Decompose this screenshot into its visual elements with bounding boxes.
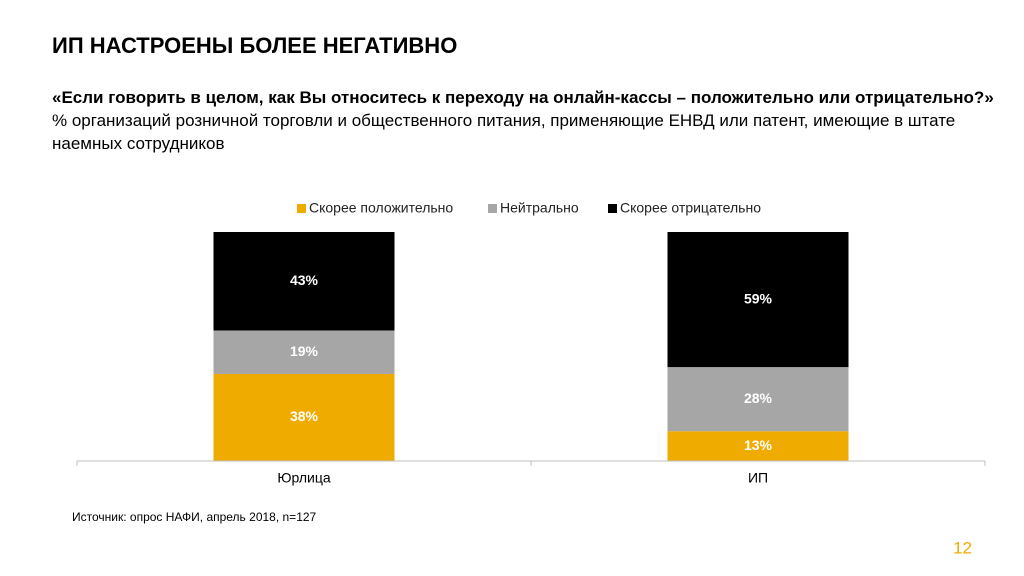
legend-label: Нейтрально bbox=[500, 200, 579, 216]
value-label: 38% bbox=[290, 408, 319, 424]
slide-title: ИП НАСТРОЕНЫ БОЛЕЕ НЕГАТИВНО bbox=[52, 33, 458, 58]
bar-segment bbox=[667, 367, 849, 432]
bar-segment bbox=[213, 373, 395, 461]
legend-label: Скорее отрицательно bbox=[620, 200, 761, 216]
value-label: 28% bbox=[744, 390, 773, 406]
legend-swatch bbox=[608, 204, 617, 213]
question: «Если говорить в целом, как Вы относитес… bbox=[52, 88, 994, 107]
legend-swatch bbox=[488, 204, 497, 213]
subtitle: «Если говорить в целом, как Вы относитес… bbox=[52, 86, 1002, 155]
x-tick-label: ИП bbox=[748, 470, 768, 486]
bar-segment bbox=[213, 330, 395, 374]
value-label: 43% bbox=[290, 272, 319, 288]
value-label: 13% bbox=[744, 437, 773, 453]
bar-segment bbox=[667, 431, 849, 461]
page-number: 12 bbox=[953, 538, 972, 557]
value-label: 59% bbox=[744, 290, 773, 306]
bar-segment bbox=[213, 232, 395, 331]
value-label: 19% bbox=[290, 343, 319, 359]
subtitle-text: % организаций розничной торговли и общес… bbox=[52, 111, 956, 153]
legend-swatch bbox=[297, 204, 306, 213]
legend-label: Скорее положительно bbox=[309, 200, 453, 216]
x-tick-label: Юрлица bbox=[277, 470, 330, 486]
source: Источник: опрос НАФИ, апрель 2018, n=127 bbox=[72, 510, 317, 524]
bar-segment bbox=[667, 232, 849, 368]
